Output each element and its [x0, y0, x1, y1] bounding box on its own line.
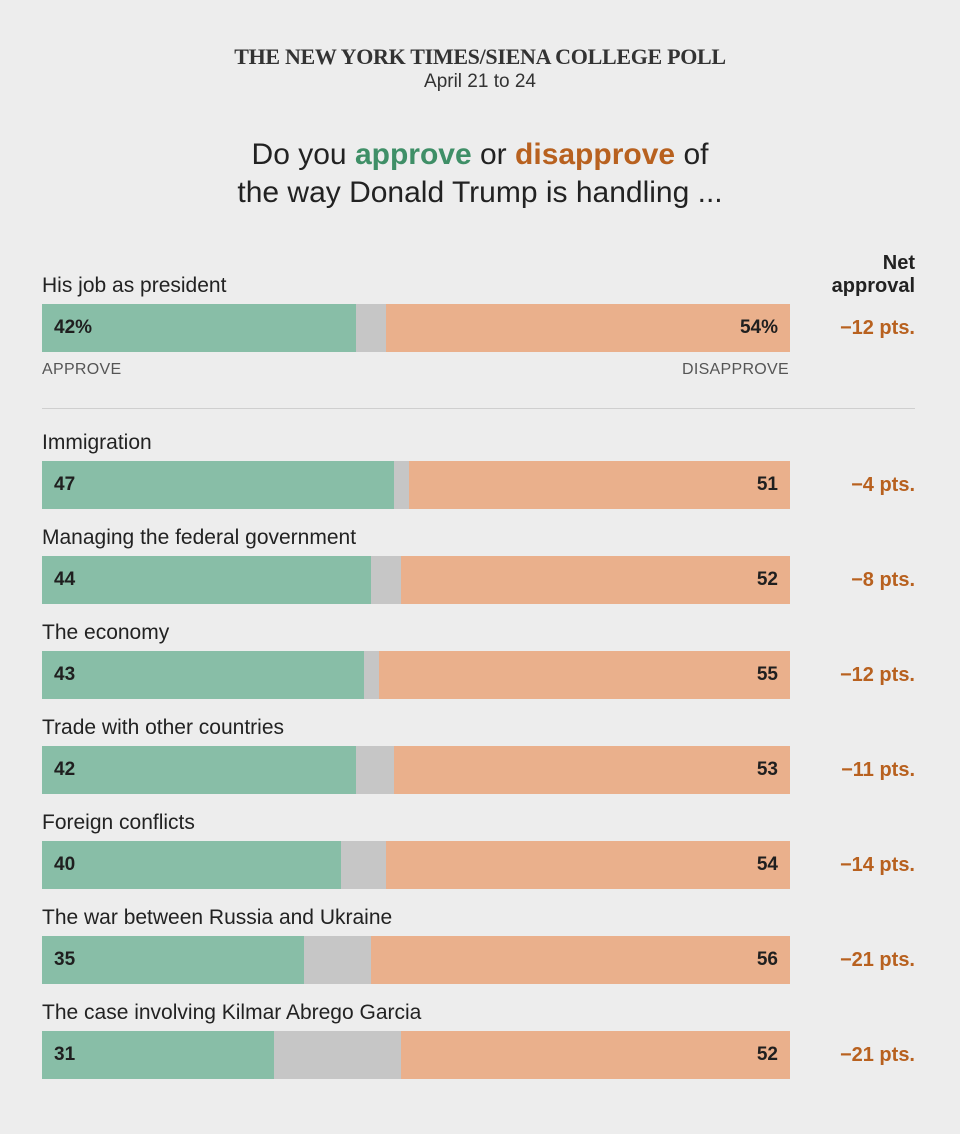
disapprove-value-label: 51 — [756, 474, 778, 495]
bar-row: 43 55 — [42, 651, 790, 699]
disapprove-value-label: 52 — [756, 1044, 778, 1065]
approve-value-label: 31 — [54, 1044, 76, 1065]
question-title: Do you approve or disapprove of the way … — [0, 136, 960, 212]
approve-bar — [42, 304, 356, 352]
disapprove-bar — [371, 936, 790, 984]
disapprove-bar — [386, 841, 790, 889]
approve-value-label: 42% — [54, 317, 93, 338]
row-label: Foreign conflicts — [42, 811, 195, 834]
disapprove-bar — [379, 651, 790, 699]
neutral-bar — [356, 746, 394, 794]
bar-row: 44 52 — [42, 556, 790, 604]
bar-row: 42% 54% — [42, 304, 790, 352]
disapprove-bar — [401, 556, 790, 604]
neutral-bar — [364, 651, 379, 699]
approve-value-label: 42 — [54, 759, 76, 780]
poll-source: THE NEW YORK TIMES/SIENA COLLEGE POLL — [234, 44, 726, 69]
net-approval-value: −11 pts. — [841, 759, 915, 781]
disapprove-axis-label: DISAPPROVE — [681, 361, 789, 378]
bar-row: 42 53 — [42, 746, 790, 794]
bar-row: 35 56 — [42, 936, 790, 984]
approve-bar — [42, 746, 356, 794]
approve-bar — [42, 556, 371, 604]
disapprove-bar — [394, 746, 790, 794]
neutral-bar — [356, 304, 386, 352]
row-label: His job as president — [42, 274, 227, 297]
row-label: The economy — [42, 621, 170, 644]
approve-value-label: 44 — [54, 569, 76, 590]
neutral-bar — [274, 1031, 401, 1079]
row-label: Immigration — [42, 431, 152, 454]
row-label: The case involving Kilmar Abrego Garcia — [42, 1001, 422, 1024]
net-approval-value: −12 pts. — [839, 317, 915, 339]
bar-row: 31 52 — [42, 1031, 790, 1079]
neutral-bar — [304, 936, 371, 984]
approve-axis-label: APPROVE — [42, 361, 122, 378]
net-approval-value: −14 pts. — [839, 854, 915, 876]
neutral-bar — [394, 461, 409, 509]
approve-value-label: 40 — [54, 854, 76, 875]
neutral-bar — [341, 841, 386, 889]
approve-bar — [42, 461, 394, 509]
bar-row: 40 54 — [42, 841, 790, 889]
disapprove-value-label: 56 — [756, 949, 778, 970]
question-pre: Do you — [251, 138, 347, 171]
net-approval-value: −21 pts. — [839, 949, 915, 971]
question-post: of — [683, 138, 709, 171]
approve-value-label: 35 — [54, 949, 76, 970]
disapprove-bar — [401, 1031, 790, 1079]
row-label: Trade with other countries — [42, 716, 285, 739]
bar-row: 47 51 — [42, 461, 790, 509]
poll-dates: April 21 to 24 — [424, 71, 536, 92]
disapprove-value-label: 54% — [739, 317, 778, 338]
question-line-2: the way Donald Trump is handling ... — [237, 176, 723, 209]
approve-bar — [42, 1031, 274, 1079]
disapprove-value-label: 52 — [756, 569, 778, 590]
net-approval-value: −21 pts. — [839, 1044, 915, 1066]
net-approval-value: −8 pts. — [851, 569, 915, 591]
neutral-bar — [371, 556, 401, 604]
divider — [42, 408, 915, 409]
question-disapprove-word: disapprove — [515, 138, 676, 171]
approve-value-label: 47 — [54, 474, 76, 495]
net-header-line-1: Net — [882, 252, 915, 274]
row-label: The war between Russia and Ukraine — [42, 906, 393, 929]
disapprove-value-label: 55 — [756, 664, 778, 685]
disapprove-bar — [386, 304, 790, 352]
disapprove-value-label: 54 — [756, 854, 778, 875]
net-approval-value: −4 pts. — [851, 474, 915, 496]
row-label: Managing the federal government — [42, 526, 357, 549]
question-or: or — [480, 138, 507, 171]
question-approve-word: approve — [354, 138, 472, 171]
net-approval-value: −12 pts. — [839, 664, 915, 686]
approve-bar — [42, 936, 304, 984]
approve-value-label: 43 — [54, 664, 76, 685]
disapprove-value-label: 53 — [756, 759, 778, 780]
net-approval-header: Net approval — [800, 252, 915, 298]
approve-bar — [42, 841, 341, 889]
net-header-line-2: approval — [831, 275, 915, 297]
disapprove-bar — [409, 461, 790, 509]
approve-bar — [42, 651, 364, 699]
